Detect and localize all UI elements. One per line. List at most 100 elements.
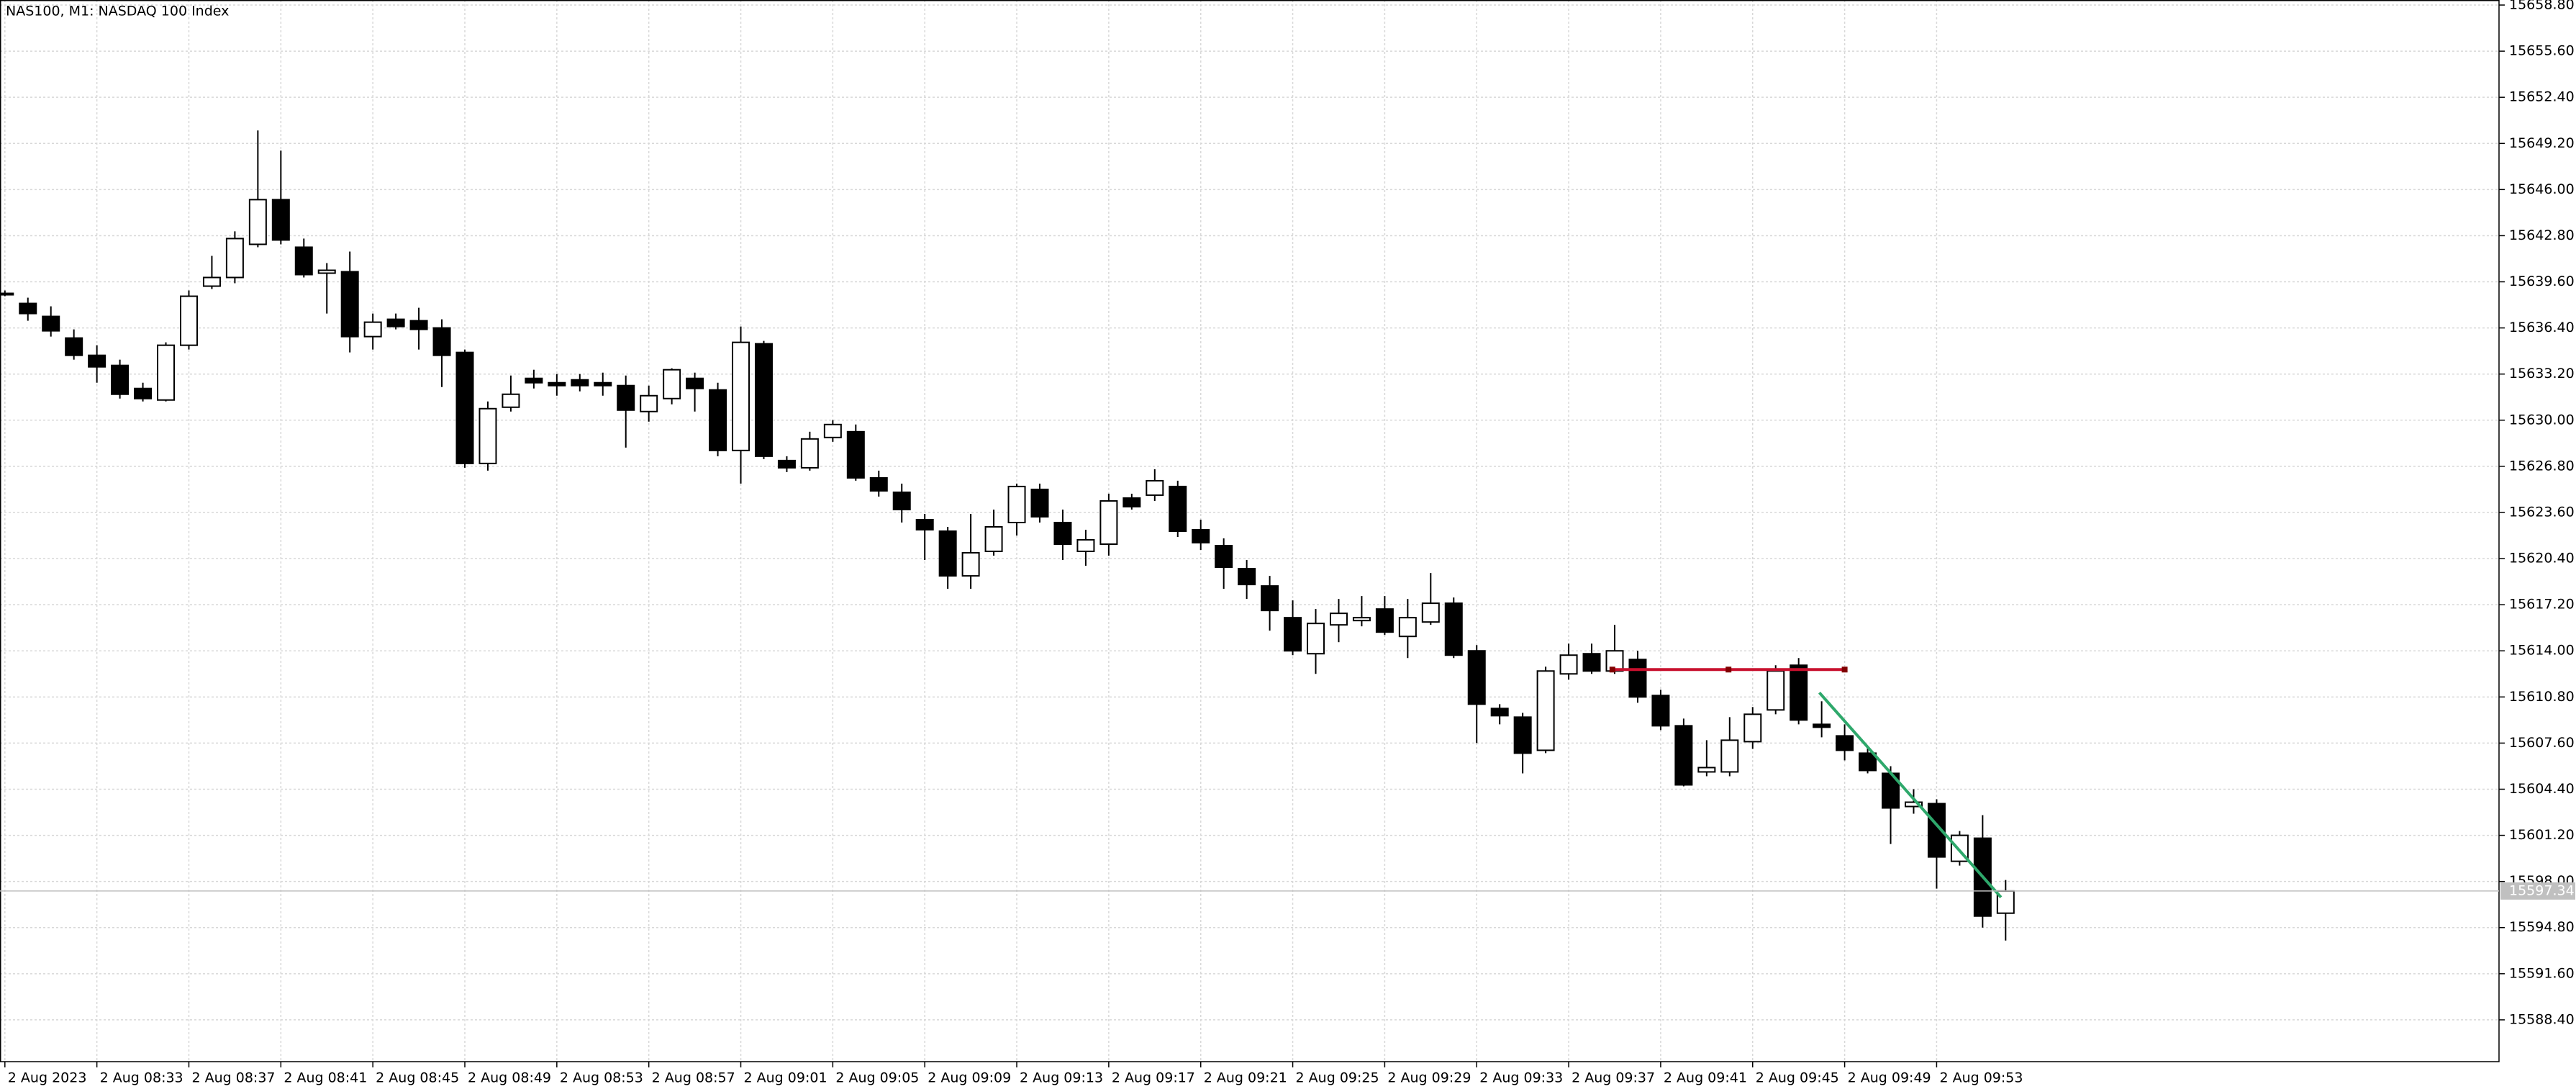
candle-body <box>1813 723 1831 728</box>
candle-body <box>846 430 865 479</box>
candle-body <box>42 315 60 332</box>
candle-body <box>1559 654 1578 675</box>
candle-body <box>479 407 497 464</box>
candle-body <box>1790 664 1808 721</box>
candle-body <box>65 337 83 356</box>
candle-body <box>1904 801 1923 808</box>
candle-body <box>317 269 336 274</box>
y-tick-label: 15642.80 <box>2509 227 2575 243</box>
x-tick-label: 2 Aug 09:05 <box>835 1070 919 1086</box>
candle-body <box>1767 670 1785 711</box>
y-tick-label: 15623.60 <box>2509 504 2575 520</box>
candle-body <box>525 377 543 384</box>
y-tick-label: 15591.60 <box>2509 965 2575 981</box>
candle-body <box>1743 713 1762 743</box>
candle-body <box>892 491 911 510</box>
candle-body <box>1582 653 1601 672</box>
x-tick-label: 2 Aug 08:45 <box>376 1070 459 1086</box>
candle-body <box>1053 521 1072 546</box>
x-tick-label: 2 Aug 09:33 <box>1479 1070 1563 1086</box>
y-tick-label: 15614.00 <box>2509 643 2575 659</box>
trend-line <box>1818 691 2003 899</box>
y-tick-label: 15646.00 <box>2509 181 2575 197</box>
candle-body <box>617 384 635 411</box>
x-tick-label: 2 Aug 09:29 <box>1387 1070 1471 1086</box>
candle-body <box>1123 497 1141 507</box>
y-tick-label: 15607.60 <box>2509 735 2575 751</box>
plot-frame <box>0 0 2500 1062</box>
candle-body <box>19 302 37 315</box>
y-tick-label: 15604.40 <box>2509 781 2575 797</box>
candle-body <box>961 552 980 577</box>
x-tick-label: 2 Aug 08:57 <box>652 1070 735 1086</box>
candle-body <box>1146 479 1164 496</box>
y-tick-label: 15655.60 <box>2509 43 2575 59</box>
candle-body <box>1720 739 1739 773</box>
y-tick-label: 15652.40 <box>2509 89 2575 105</box>
candle-body <box>1192 528 1210 544</box>
candle-body <box>594 381 612 387</box>
x-tick-label: 2 Aug 09:49 <box>1848 1070 1931 1086</box>
y-tick-label: 15617.20 <box>2509 597 2575 613</box>
chart-title: NAS100, M1: NASDAQ 100 Index <box>6 4 229 19</box>
x-tick-label: 2 Aug 08:33 <box>100 1070 183 1086</box>
y-tick-label: 15626.80 <box>2509 458 2575 474</box>
candle-body <box>455 351 474 464</box>
x-tick-label: 2 Aug 08:37 <box>191 1070 275 1086</box>
candle-body <box>1307 623 1325 655</box>
y-tick-label: 15639.60 <box>2509 274 2575 289</box>
candle-body <box>1444 602 1463 656</box>
candle-body <box>571 379 589 387</box>
trend-handle <box>1725 666 1732 673</box>
candle-body <box>1238 568 1256 586</box>
candle-body <box>1261 585 1279 612</box>
candle-body <box>548 381 566 387</box>
candle-body <box>754 343 773 457</box>
candle-body <box>686 377 704 389</box>
candle-body <box>1927 803 1946 858</box>
candle-body <box>502 393 520 408</box>
candle-body <box>1536 670 1555 751</box>
y-tick-label: 15636.40 <box>2509 320 2575 335</box>
candle-body <box>88 354 106 368</box>
candle-body <box>1030 488 1049 518</box>
candle-body <box>1674 725 1693 786</box>
candle-body <box>1329 613 1348 626</box>
candle-body <box>1490 708 1509 717</box>
candle-body <box>984 525 1003 553</box>
x-tick-label: 2 Aug 09:17 <box>1112 1070 1195 1086</box>
x-tick-label: 2 Aug 09:09 <box>928 1070 1011 1086</box>
candle-body <box>225 238 244 279</box>
x-tick-label: 2 Aug 09:41 <box>1664 1070 1747 1086</box>
candle-body <box>1099 500 1118 546</box>
candle-body <box>732 341 750 451</box>
candle-body <box>1651 695 1670 727</box>
y-tick-label: 15594.80 <box>2509 919 2575 935</box>
candle-body <box>1076 539 1095 553</box>
candle-body <box>248 199 267 245</box>
y-tick-label: 15601.20 <box>2509 827 2575 843</box>
candle-body <box>1697 767 1716 773</box>
x-tick-label: 2 Aug 09:21 <box>1204 1070 1287 1086</box>
candle-body <box>432 327 451 356</box>
bid-label-box <box>2500 882 2575 900</box>
x-tick-label: 2 Aug 09:13 <box>1020 1070 1103 1086</box>
y-tick-label: 15610.80 <box>2509 689 2575 705</box>
candle-body <box>823 423 842 438</box>
candle-body <box>1628 659 1647 698</box>
candle-body <box>1215 545 1233 569</box>
y-tick-label: 15630.00 <box>2509 412 2575 428</box>
candle-body <box>663 369 681 399</box>
y-tick-label: 15649.20 <box>2509 135 2575 151</box>
x-tick-label: 2 Aug 09:37 <box>1572 1070 1655 1086</box>
candle-body <box>1352 617 1371 622</box>
candle-body <box>1836 735 1854 751</box>
candle-body <box>363 321 382 338</box>
x-tick-label: 2 Aug 09:25 <box>1296 1070 1379 1086</box>
candle-body <box>340 271 359 338</box>
y-tick-label: 15620.40 <box>2509 551 2575 566</box>
candle-body <box>1169 485 1187 533</box>
x-tick-label: 2 Aug 09:45 <box>1756 1070 1839 1086</box>
